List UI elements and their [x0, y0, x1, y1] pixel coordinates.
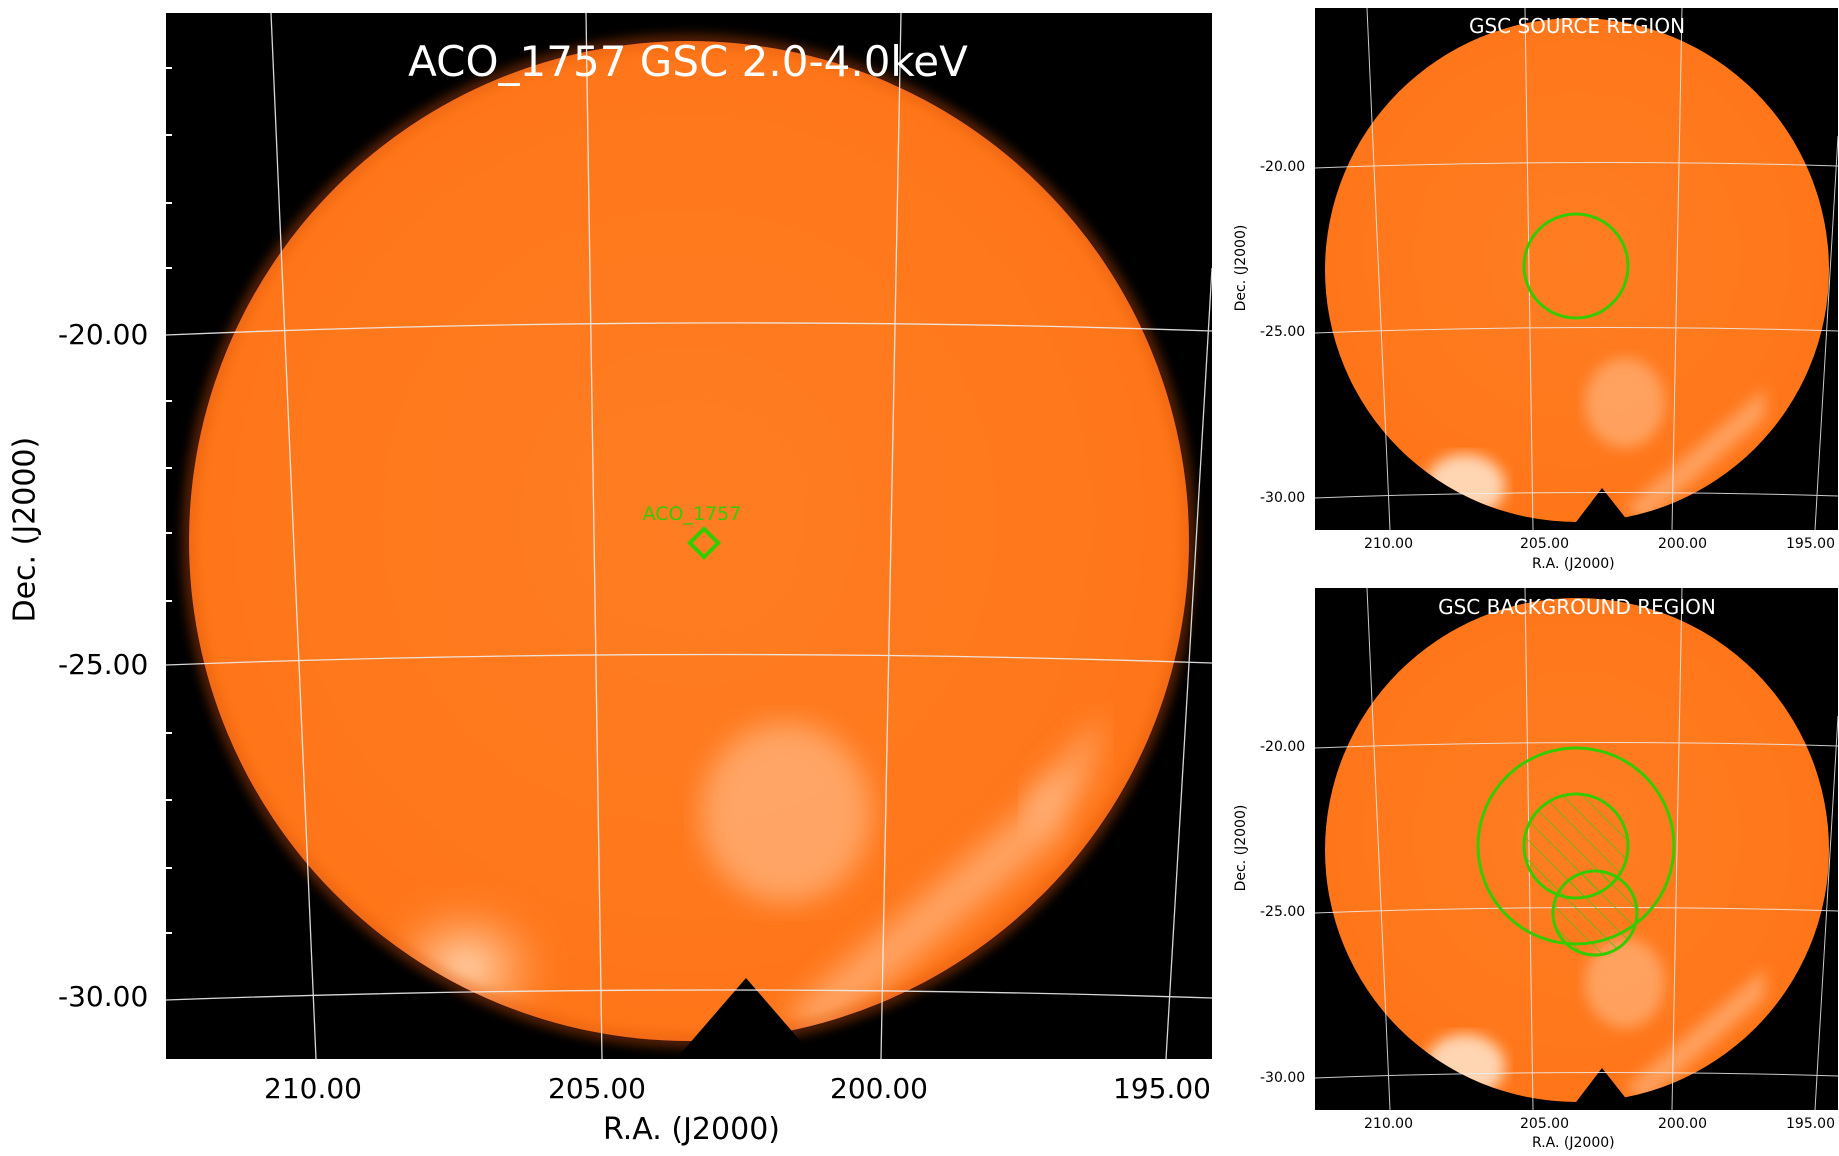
source-marker-diamond-icon — [687, 526, 721, 560]
main-y-axis-label: Dec. (J2000) — [7, 436, 43, 623]
main-ra-tick-205: 205.00 — [548, 1072, 646, 1105]
source-dec-tick-25: -25.00 — [1260, 324, 1306, 340]
main-ra-tick-210: 210.00 — [264, 1072, 362, 1105]
source-region-circle — [1522, 212, 1630, 320]
main-x-axis-label: R.A. (J2000) — [603, 1112, 780, 1147]
background-y-axis-label: Dec. (J2000) — [1233, 804, 1249, 892]
source-ra-tick-210: 210.00 — [1364, 536, 1413, 552]
background-ra-tick-205: 205.00 — [1520, 1116, 1569, 1132]
source-dec-tick-30: -30.00 — [1260, 490, 1306, 506]
source-sky-image: GSC SOURCE REGION — [1315, 8, 1838, 530]
background-sky-image: GSC BACKGROUND REGION — [1315, 588, 1838, 1110]
background-excluded-secondary-circle — [1551, 869, 1639, 957]
source-x-axis-label: R.A. (J2000) — [1532, 556, 1615, 572]
source-ra-tick-195: 195.00 — [1786, 536, 1835, 552]
main-dec-tick-25: -25.00 — [58, 648, 149, 681]
source-marker-label: ACO_1757 — [643, 503, 742, 525]
source-ra-tick-205: 205.00 — [1520, 536, 1569, 552]
background-ra-tick-210: 210.00 — [1364, 1116, 1413, 1132]
source-panel-title: GSC SOURCE REGION — [1469, 14, 1685, 38]
source-dec-tick-20: -20.00 — [1260, 159, 1306, 175]
main-ra-tick-195: 195.00 — [1113, 1072, 1211, 1105]
main-sky-image: ACO_1757 ACO_1757 GSC 2.0-4.0keV — [166, 13, 1212, 1059]
background-dec-tick-20: -20.00 — [1260, 739, 1306, 755]
background-ra-tick-195: 195.00 — [1786, 1116, 1835, 1132]
background-panel-title: GSC BACKGROUND REGION — [1438, 595, 1716, 619]
background-dec-tick-25: -25.00 — [1260, 904, 1306, 920]
background-ra-tick-200: 200.00 — [1658, 1116, 1707, 1132]
background-dec-tick-30: -30.00 — [1260, 1070, 1306, 1086]
main-ra-tick-200: 200.00 — [830, 1072, 928, 1105]
background-x-axis-label: R.A. (J2000) — [1532, 1135, 1615, 1151]
source-y-axis-label: Dec. (J2000) — [1233, 224, 1249, 312]
main-dec-tick-20: -20.00 — [58, 318, 149, 351]
main-title: ACO_1757 GSC 2.0-4.0keV — [408, 37, 968, 86]
source-ra-tick-200: 200.00 — [1658, 536, 1707, 552]
main-dec-tick-30: -30.00 — [58, 980, 149, 1013]
